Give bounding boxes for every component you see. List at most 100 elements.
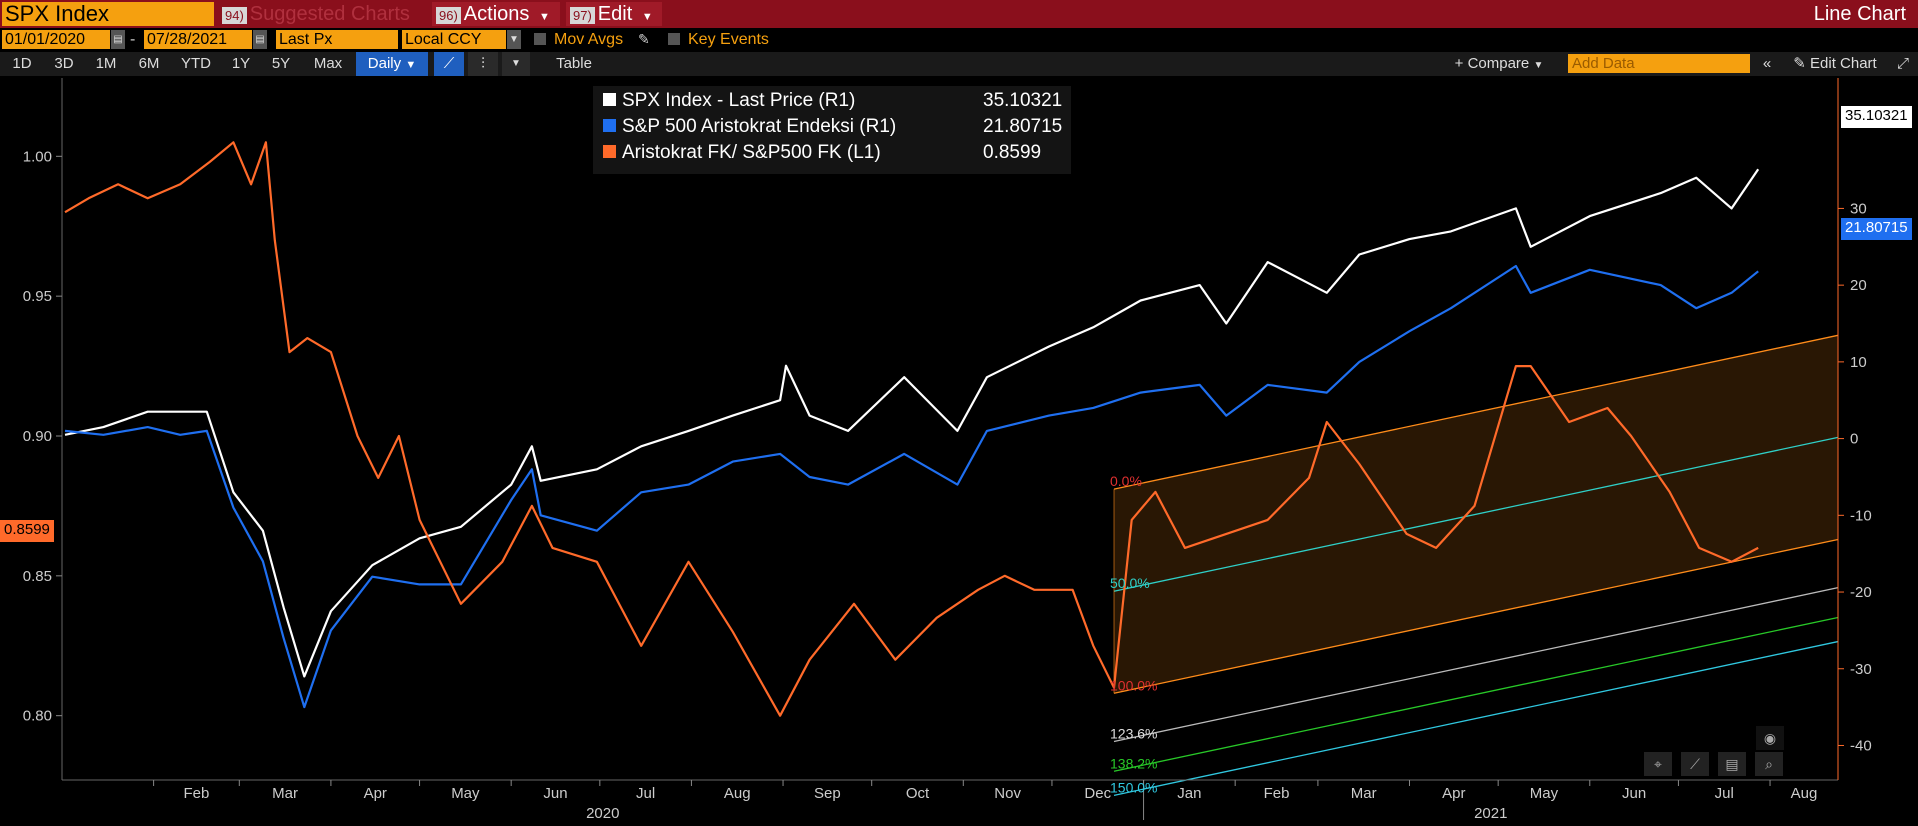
- spx-last-value-label: 35.10321: [1841, 106, 1912, 128]
- left-tick-label: 1.00: [23, 148, 52, 165]
- legend-item-ratio[interactable]: Aristokrat FK/ S&P500 FK (L1) 0.8599: [603, 140, 1041, 166]
- edit-button[interactable]: 97) Edit ▼: [566, 2, 662, 26]
- month-tick-label: Aug: [724, 785, 751, 802]
- fib-level-label: 138.2%: [1110, 755, 1157, 771]
- period-ytd[interactable]: YTD: [181, 55, 211, 72]
- chart-option-icon[interactable]: ◉: [1756, 726, 1784, 750]
- month-tick-label: Mar: [272, 785, 298, 802]
- edit-chart-pencil-icon: ✎: [1793, 55, 1806, 72]
- legend-item-aristokrat[interactable]: S&P 500 Aristokrat Endeksi (R1) 21.80715: [603, 114, 1062, 140]
- month-tick-label: Sep: [814, 785, 841, 802]
- crosshair-icon[interactable]: ⌖: [1644, 752, 1672, 776]
- period-1d[interactable]: 1D: [12, 55, 32, 72]
- suggested-label: Suggested Charts: [249, 3, 410, 25]
- pencil-icon[interactable]: ✎: [638, 31, 650, 47]
- fib-level-label: 100.0%: [1110, 677, 1157, 693]
- compare-button[interactable]: + Compare ▼: [1442, 52, 1556, 76]
- ratio-last-value-label: 0.8599: [0, 520, 54, 542]
- add-data-input[interactable]: Add Data: [1568, 54, 1750, 73]
- start-date-input[interactable]: 01/01/2020: [2, 30, 110, 49]
- security-field[interactable]: SPX Index: [2, 2, 214, 26]
- legend-item-spx[interactable]: SPX Index - Last Price (R1) 35.10321: [603, 88, 1062, 114]
- frequency-caret-icon: ▼: [405, 59, 417, 71]
- legend-value: 21.80715: [983, 116, 1063, 137]
- right-tick-label: 20: [1850, 277, 1867, 294]
- series-lines: [64, 141, 1760, 717]
- month-tick-label: Jul: [636, 785, 655, 802]
- period-5y[interactable]: 5Y: [271, 55, 291, 72]
- mov-avgs-checkbox[interactable]: [534, 33, 546, 45]
- period-3d[interactable]: 3D: [54, 55, 74, 72]
- fib-level-label: 50.0%: [1110, 575, 1150, 591]
- line-chart-icon[interactable]: ⟋: [434, 52, 464, 76]
- bar-style-icon[interactable]: ⫶: [468, 52, 498, 76]
- aristokrat-last-value-label: 21.80715: [1841, 218, 1912, 240]
- fib-level-labels: 0.0% 50.0% 100.0% 123.6% 138.2% 150.0%: [1110, 473, 1157, 795]
- channel-level-line: [1113, 538, 1839, 694]
- collapse-icon[interactable]: «: [1762, 55, 1772, 72]
- month-tick-label: Mar: [1351, 785, 1377, 802]
- channel-level-line: [1113, 616, 1839, 772]
- draw-line-icon[interactable]: ⟋: [1681, 752, 1709, 776]
- right-tick-label: -40: [1850, 737, 1872, 754]
- compare-caret-icon: ▼: [1533, 60, 1544, 71]
- ratio-line[interactable]: [64, 141, 1759, 717]
- end-date-calendar-icon[interactable]: ▤: [253, 30, 267, 49]
- chart-axes: 0.80 0.85 0.90 0.95 1.00 -40 -30 -20 -10 0 10 20 30 F…: [23, 78, 1872, 822]
- chart-type-title: Line Chart: [1813, 3, 1906, 25]
- month-tick-label: Jan: [1177, 785, 1201, 802]
- month-tick-label: Dec: [1084, 785, 1111, 802]
- period-max[interactable]: Max: [313, 55, 343, 72]
- legend-label: Aristokrat FK/ S&P500 FK (L1): [622, 142, 881, 163]
- table-button[interactable]: Table: [556, 55, 592, 72]
- actions-label: Actions: [463, 3, 530, 25]
- month-tick-label: May: [451, 785, 480, 802]
- month-tick-label: Aug: [1791, 785, 1818, 802]
- right-tick-label: -20: [1850, 584, 1872, 601]
- legend-swatch: [603, 119, 616, 132]
- actions-button[interactable]: 96) Actions ▼: [432, 2, 560, 26]
- edit-chart-label: Edit Chart: [1810, 55, 1877, 72]
- currency-dropdown-icon[interactable]: ▼: [507, 30, 521, 49]
- legend-label: SPX Index - Last Price (R1): [622, 90, 856, 111]
- end-date-input[interactable]: 07/28/2021: [144, 30, 252, 49]
- channel-level-line: [1113, 436, 1839, 592]
- chart-legend: SPX Index - Last Price (R1) 35.10321 S&P…: [593, 86, 1071, 174]
- month-tick-label: Jul: [1715, 785, 1734, 802]
- legend-value: 35.10321: [983, 90, 1063, 111]
- actions-num: 96): [436, 7, 461, 24]
- spx-line[interactable]: [64, 168, 1760, 678]
- period-6m[interactable]: 6M: [138, 55, 160, 72]
- right-tick-label: -30: [1850, 661, 1872, 678]
- legend-swatch: [603, 93, 616, 106]
- key-events-checkbox[interactable]: [668, 33, 680, 45]
- zoom-icon[interactable]: ⌕: [1755, 752, 1783, 776]
- frequency-select[interactable]: Daily ▼: [356, 52, 428, 76]
- date-dash: -: [130, 31, 136, 48]
- fib-level-label: 0.0%: [1110, 473, 1142, 489]
- month-tick-label: Feb: [184, 785, 210, 802]
- expand-icon[interactable]: ⤢: [1896, 55, 1909, 72]
- suggested-charts-button[interactable]: 94) Suggested Charts: [218, 2, 426, 26]
- month-tick-label: Oct: [906, 785, 930, 802]
- edit-caret-icon: ▼: [641, 11, 653, 23]
- notes-icon[interactable]: ▤: [1718, 752, 1746, 776]
- currency-select[interactable]: Local CCY: [402, 30, 506, 49]
- period-1m[interactable]: 1M: [95, 55, 117, 72]
- edit-chart-button[interactable]: ✎ Edit Chart: [1782, 52, 1888, 76]
- aristokrat-line[interactable]: [64, 264, 1759, 709]
- year-label-2021: 2021: [1474, 805, 1507, 822]
- mov-avgs-label[interactable]: Mov Avgs: [554, 31, 624, 48]
- month-tick-label: Apr: [1442, 785, 1465, 802]
- right-tick-label: 30: [1850, 200, 1867, 217]
- right-tick-label: -10: [1850, 507, 1872, 524]
- chart-style-caret-icon[interactable]: ▼: [502, 52, 530, 76]
- left-tick-label: 0.95: [23, 288, 52, 305]
- legend-swatch: [603, 145, 616, 158]
- price-field-select[interactable]: Last Px: [276, 30, 398, 49]
- start-date-calendar-icon[interactable]: ▤: [111, 30, 125, 49]
- line-chart[interactable]: 0.80 0.85 0.90 0.95 1.00 -40 -30 -20 -10 0 10 20 30 F…: [0, 76, 1918, 826]
- month-tick-label: Jun: [1622, 785, 1646, 802]
- key-events-label[interactable]: Key Events: [688, 31, 769, 48]
- period-1y[interactable]: 1Y: [231, 55, 251, 72]
